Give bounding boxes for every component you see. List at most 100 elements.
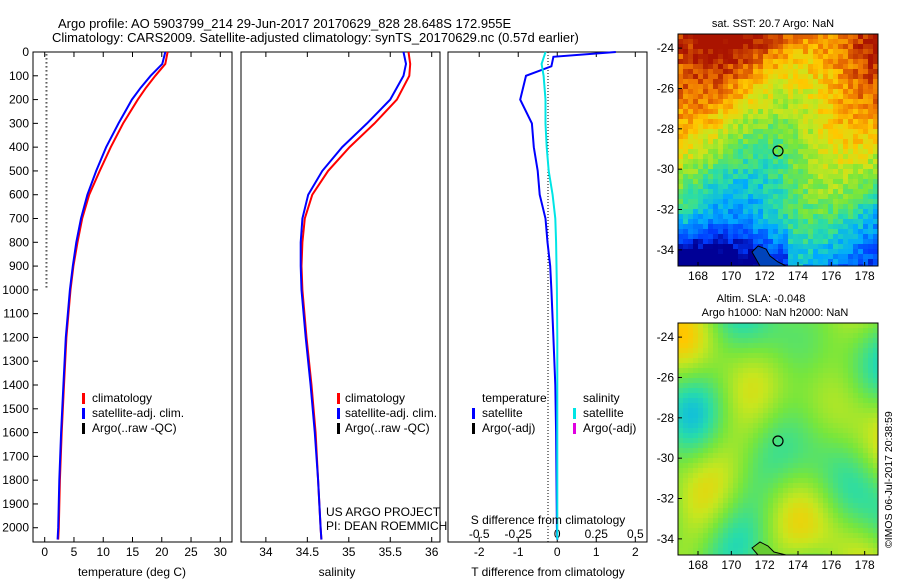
sla-cell — [753, 378, 758, 383]
sst-cell — [853, 244, 858, 249]
sst-cell — [793, 234, 798, 239]
sla-cell — [868, 458, 873, 463]
sst-cell — [728, 39, 733, 44]
sla-cell — [733, 408, 738, 413]
sst-cell — [783, 69, 788, 74]
sst-cell — [678, 234, 683, 239]
sst-cell — [718, 49, 723, 54]
sla-cell — [763, 328, 768, 333]
sla-cell — [678, 493, 683, 498]
sla-cell — [748, 443, 753, 448]
sst-cell — [728, 259, 733, 264]
sla-cell — [678, 388, 683, 393]
sst-cell — [823, 194, 828, 199]
sst-cell — [798, 129, 803, 134]
y-tick-label: 200 — [9, 93, 29, 107]
sst-cell — [828, 179, 833, 184]
sst-cell — [748, 169, 753, 174]
sst-cell — [853, 69, 858, 74]
sla-cell — [848, 398, 853, 403]
sla-cell — [718, 458, 723, 463]
sla-cell — [773, 483, 778, 488]
sst-cell — [753, 39, 758, 44]
sla-cell — [768, 353, 773, 358]
sla-cell — [773, 368, 778, 373]
sla-cell — [738, 533, 743, 538]
sla-cell — [683, 328, 688, 333]
sst-cell — [788, 39, 793, 44]
sst-cell — [733, 199, 738, 204]
legend-label-argo: Argo(-adj) — [482, 421, 535, 435]
sla-cell — [703, 378, 708, 383]
sla-cell — [788, 363, 793, 368]
sst-cell — [858, 189, 863, 194]
sla-cell — [793, 493, 798, 498]
sla-cell — [738, 438, 743, 443]
sla-cell — [723, 523, 728, 528]
sst-cell — [763, 129, 768, 134]
sla-cell — [753, 358, 758, 363]
sst-cell — [733, 179, 738, 184]
sst-cell — [863, 74, 868, 79]
sla-cell — [813, 413, 818, 418]
sst-cell — [773, 59, 778, 64]
sla-cell — [678, 523, 683, 528]
sla-cell — [783, 483, 788, 488]
sla-cell — [753, 513, 758, 518]
sst-cell — [758, 189, 763, 194]
sla-cell — [853, 358, 858, 363]
sla-cell — [728, 463, 733, 468]
sla-cell — [808, 388, 813, 393]
sst-cell — [783, 249, 788, 254]
sla-cell — [808, 478, 813, 483]
map-x-tick-label: 176 — [821, 269, 841, 283]
sla-cell — [788, 383, 793, 388]
sla-cell — [808, 383, 813, 388]
sla-cell — [853, 348, 858, 353]
sla-cell — [708, 348, 713, 353]
sst-cell — [748, 209, 753, 214]
sla-cell — [678, 453, 683, 458]
sla-cell — [788, 483, 793, 488]
sst-cell — [718, 199, 723, 204]
sla-cell — [688, 548, 693, 553]
sst-cell — [768, 84, 773, 89]
sst-cell — [743, 104, 748, 109]
sst-cell — [708, 189, 713, 194]
sst-cell — [758, 159, 763, 164]
sla-cell — [748, 413, 753, 418]
sla-cell — [753, 453, 758, 458]
sst-cell — [773, 34, 778, 39]
sst-cell — [853, 184, 858, 189]
sst-cell — [868, 229, 873, 234]
sst-cell — [693, 94, 698, 99]
sla-cell — [718, 538, 723, 543]
sst-cell — [703, 154, 708, 159]
sst-cell — [843, 214, 848, 219]
sst-cell — [743, 254, 748, 259]
sla-cell — [803, 438, 808, 443]
sst-cell — [808, 79, 813, 84]
sla-cell — [758, 503, 763, 508]
sla-cell — [763, 408, 768, 413]
sla-cell — [858, 433, 863, 438]
sla-cell — [738, 403, 743, 408]
sst-cell — [783, 129, 788, 134]
sst-cell — [683, 244, 688, 249]
sla-cell — [753, 503, 758, 508]
sla-cell — [688, 398, 693, 403]
sla-cell — [743, 483, 748, 488]
sst-cell — [678, 134, 683, 139]
map-x-tick-label: 176 — [821, 558, 841, 572]
sst-cell — [688, 89, 693, 94]
sst-cell — [798, 159, 803, 164]
sst-cell — [858, 234, 863, 239]
t-difference-label: T difference from climatology — [471, 565, 625, 579]
sst-cell — [738, 264, 743, 266]
sla-cell — [813, 398, 818, 403]
sst-cell — [863, 249, 868, 254]
sla-cell — [758, 488, 763, 493]
sst-cell — [688, 209, 693, 214]
sla-cell — [688, 328, 693, 333]
sst-cell — [843, 89, 848, 94]
